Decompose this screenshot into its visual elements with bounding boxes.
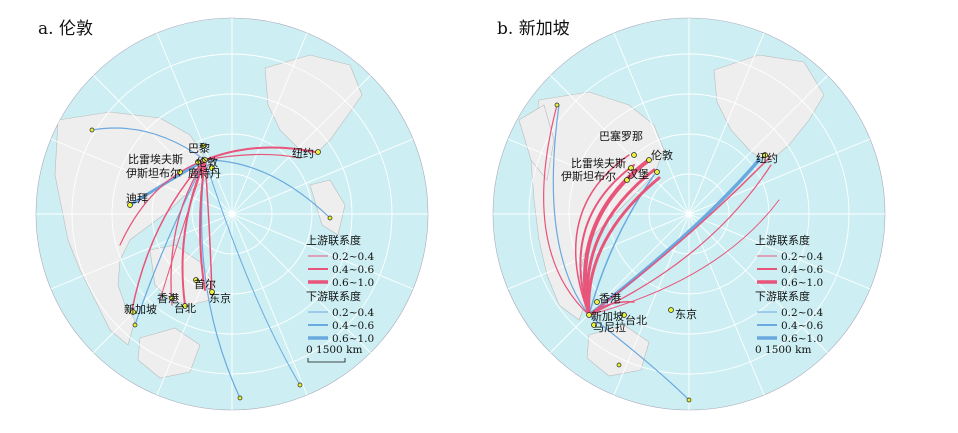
scale-bar-label: 0 1500 km <box>755 344 811 356</box>
legend-up-item: 0.4~0.6 <box>332 264 375 276</box>
scale-bar <box>307 358 346 363</box>
legend-up-item: 0.2~0.4 <box>332 251 375 263</box>
map-london-svg: 巴黎 比雷埃夫斯 伦敦 伊斯坦布尔 鹿特丹 纽约 迪拜 香港 首尔 东京 新加坡… <box>35 17 429 411</box>
city-label: 伦敦 <box>196 155 218 169</box>
map-panel-london: a. 伦敦 <box>35 17 429 411</box>
eurasia-landmass <box>530 91 665 321</box>
legend-down-item: 0.4~0.6 <box>332 320 375 332</box>
city-label: 台北 <box>174 301 196 315</box>
city-label: 迪拜 <box>126 192 148 205</box>
city-labels: 巴黎 比雷埃夫斯 伦敦 伊斯坦布尔 鹿特丹 纽约 迪拜 香港 首尔 东京 新加坡… <box>124 141 314 316</box>
australia-landmass <box>137 327 201 379</box>
city-label: 新加坡 <box>591 309 624 323</box>
north-america-landmass <box>713 54 825 163</box>
city-label: 巴黎 <box>188 141 210 155</box>
city-label: 台北 <box>625 313 647 327</box>
city-label: 东京 <box>209 291 231 305</box>
city-label: 汉堡 <box>627 167 649 181</box>
city-label: 伊斯坦布尔 <box>126 166 181 180</box>
city-label: 东京 <box>675 307 697 321</box>
map-title: b. 新加坡 <box>497 19 570 39</box>
city-label: 巴塞罗那 <box>599 129 643 143</box>
graticule <box>36 18 428 410</box>
city-label: 鹿特丹 <box>188 166 221 180</box>
city-label: 比雷埃夫斯 <box>128 152 183 166</box>
upstream-flows <box>543 104 780 317</box>
city-label: 伦敦 <box>651 148 673 162</box>
map-singapore-svg: 巴塞罗那 比雷埃夫斯 伦敦 伊斯坦布尔 汉堡 纽约 香港 新加坡 马尼拉 台北 … <box>492 17 886 411</box>
map-panel-singapore: b. 新加坡 <box>459 0 938 433</box>
north-america-landmass <box>264 54 363 156</box>
legend-up-title: 上游联系度 <box>306 233 361 247</box>
map-legend: 上游联系度 0.2~0.4 0.4~0.6 0.6~1.0 下游联系度 0.2~… <box>306 233 375 363</box>
legend-down-item: 0.4~0.6 <box>781 320 824 332</box>
legend-up-item: 0.2~0.4 <box>781 251 824 263</box>
city-labels: 巴塞罗那 比雷埃夫斯 伦敦 伊斯坦布尔 汉堡 纽约 香港 新加坡 马尼拉 台北 … <box>561 129 778 334</box>
city-label: 纽约 <box>756 151 778 165</box>
legend-up-title: 上游联系度 <box>755 233 810 247</box>
map-title: a. 伦敦 <box>38 19 93 39</box>
legend-up-item: 0.6~1.0 <box>781 277 823 289</box>
city-label: 香港 <box>599 292 621 305</box>
city-label: 纽约 <box>292 146 314 160</box>
legend-up-item: 0.4~0.6 <box>781 264 824 276</box>
graticule <box>493 18 885 410</box>
city-label: 马尼拉 <box>593 320 626 334</box>
legend-down-item: 0.6~1.0 <box>781 333 823 345</box>
city-markers <box>89 127 333 401</box>
legend-down-title: 下游联系度 <box>755 289 810 303</box>
city-label: 首尔 <box>194 277 216 291</box>
city-label: 新加坡 <box>124 302 157 316</box>
legend-up-item: 0.6~1.0 <box>332 277 374 289</box>
australia-landmass <box>586 324 650 377</box>
south-america-landmass <box>309 179 346 236</box>
city-label: 伊斯坦布尔 <box>561 169 616 183</box>
city-markers <box>554 102 768 403</box>
legend-down-item: 0.2~0.4 <box>781 307 824 319</box>
city-label: 香港 <box>157 292 179 305</box>
legend-down-item: 0.2~0.4 <box>332 307 375 319</box>
legend-down-item: 0.6~1.0 <box>332 333 374 345</box>
legend-down-title: 下游联系度 <box>306 289 361 303</box>
africa-landmass <box>518 104 555 181</box>
city-label: 比雷埃夫斯 <box>571 156 626 170</box>
map-legend: 上游联系度 0.2~0.4 0.4~0.6 0.6~1.0 下游联系度 0.2~… <box>755 233 824 356</box>
scale-bar-label: 0 1500 km <box>306 344 362 356</box>
upstream-flows <box>119 146 316 311</box>
